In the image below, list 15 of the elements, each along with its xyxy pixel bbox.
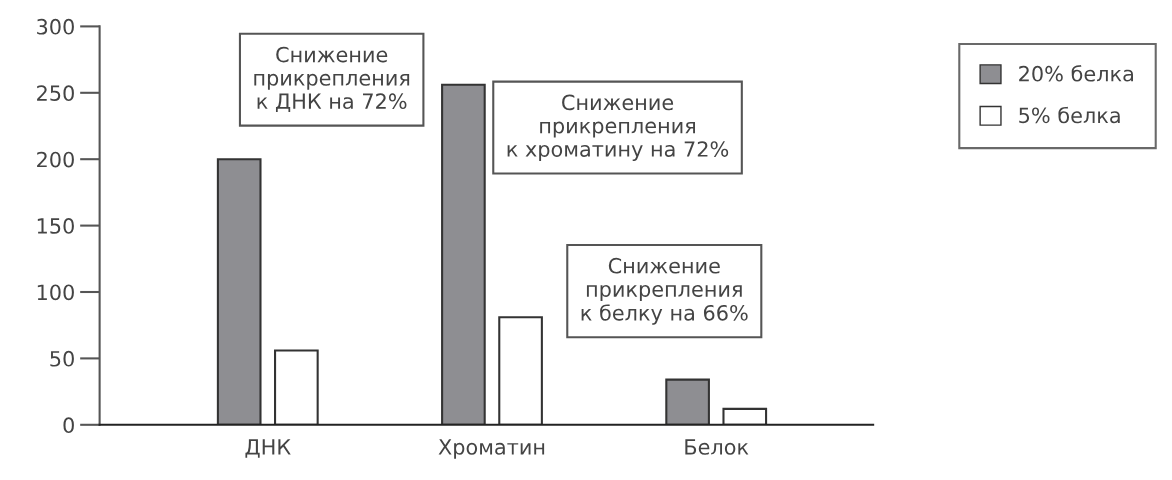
y-tick-label: 250 bbox=[37, 85, 74, 102]
x-tick-label: ДНК bbox=[245, 439, 291, 458]
annotation: Снижение прикрепления к ДНК на 72% bbox=[254, 46, 410, 113]
legend-label: 20% белка bbox=[1019, 65, 1133, 82]
y-tick-label: 0 bbox=[63, 417, 74, 434]
y-tick-label: 50 bbox=[50, 350, 74, 367]
x-tick-label: Белок bbox=[685, 439, 749, 455]
y-tick-label: 200 bbox=[37, 151, 74, 168]
annotation: Снижение прикрепления к белку на 66% bbox=[581, 257, 748, 325]
y-tick-label: 300 bbox=[37, 18, 74, 35]
legend-label: 5% белка bbox=[1019, 106, 1120, 124]
x-tick-label: Хроматин bbox=[438, 439, 545, 459]
y-tick-label: 150 bbox=[37, 218, 74, 234]
annotation: Снижение прикрепления к хроматину на 72% bbox=[507, 94, 729, 161]
y-tick-label: 100 bbox=[37, 284, 74, 301]
